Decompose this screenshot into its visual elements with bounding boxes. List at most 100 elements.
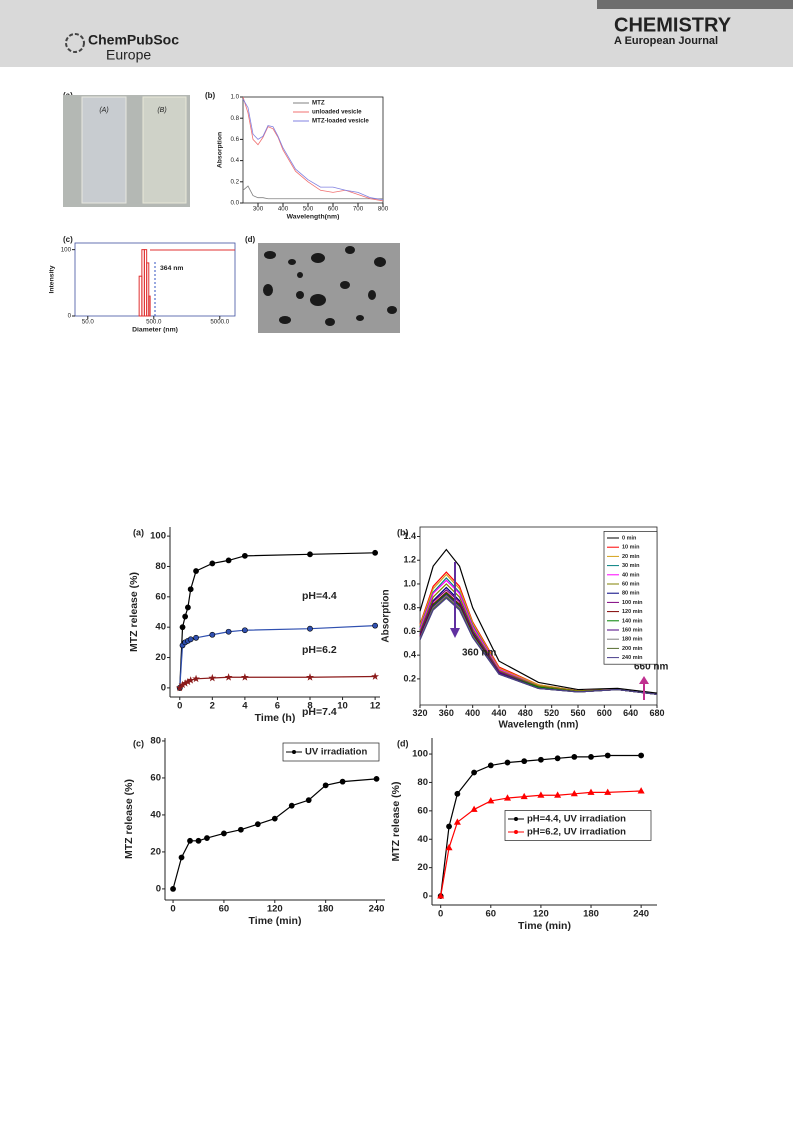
panel-label: (b): [397, 527, 409, 537]
data-line: [440, 790, 642, 897]
data-point: [306, 673, 314, 681]
data-point: [187, 636, 194, 643]
data-point: [638, 752, 645, 759]
legend-label: 30 min: [622, 563, 640, 569]
y-tick-label: 1.4: [403, 531, 416, 541]
x-tick-label: 50.0: [82, 318, 95, 325]
data-point: [307, 625, 313, 632]
data-point: [182, 613, 189, 620]
histogram-bar: [146, 262, 150, 317]
data-point: [241, 627, 248, 634]
x-tick-label: 60: [486, 909, 497, 920]
annotation: 360 nm: [462, 648, 496, 659]
annotation: pH=4.4: [302, 590, 337, 602]
y-tick-label: 0: [156, 883, 161, 894]
legend-frame: [603, 531, 658, 665]
x-axis-title: Time (min): [249, 915, 302, 927]
data-point: [437, 892, 445, 899]
x-tick-label: 300: [253, 205, 264, 212]
legend-label: 80 min: [622, 591, 640, 597]
y-tick-label: 40: [150, 809, 161, 820]
x-tick-label: 320: [412, 708, 427, 718]
y-axis-title: MTZ release (%): [128, 572, 140, 652]
y-tick-label: 0.8: [403, 602, 416, 612]
data-point: [305, 797, 312, 804]
header-tab: [597, 0, 793, 9]
data-point: [224, 673, 233, 681]
data-point: [372, 622, 379, 629]
panel-label: (d): [245, 235, 256, 244]
panel-label: (d): [397, 738, 409, 748]
x-tick-label: 4: [242, 701, 248, 712]
data-point: [208, 673, 217, 682]
x-tick-label: 240: [369, 904, 385, 915]
y-tick-label: 20: [155, 652, 166, 663]
y-tick-label: 100: [150, 531, 166, 542]
cuvette: [142, 96, 187, 204]
x-tick-label: 0: [438, 909, 443, 920]
journal-name: CHEMISTRY: [614, 14, 732, 36]
y-tick-label: 1.0: [403, 578, 416, 588]
data-point: [187, 586, 194, 593]
tem-particle: [264, 251, 276, 259]
x-tick-label: 560: [570, 708, 585, 718]
tem-particle: [325, 318, 335, 326]
data-point: [554, 755, 561, 762]
y-tick-label: 100: [412, 749, 428, 760]
data-point: [185, 604, 191, 611]
y-tick-label: 20: [150, 846, 161, 857]
y-tick-label: 1.0: [230, 94, 239, 101]
data-point: [371, 672, 380, 680]
arrow-head: [639, 676, 649, 684]
data-point: [372, 549, 379, 556]
legend-label: 60 min: [622, 581, 640, 587]
y-tick-label: 60: [150, 772, 161, 783]
legend-label: 40 min: [622, 572, 640, 578]
data-point: [504, 759, 511, 766]
data-point: [175, 683, 184, 692]
x-tick-label: 60: [219, 904, 230, 915]
x-tick-label: 180: [318, 904, 334, 915]
data-point: [454, 790, 461, 797]
data-point: [521, 758, 528, 765]
x-tick-label: 6: [275, 701, 280, 712]
x-tick-label: 600: [328, 205, 339, 212]
data-point: [587, 788, 595, 795]
y-tick-label: 0: [423, 891, 428, 902]
data-line: [172, 778, 377, 890]
y-tick-label: 0.2: [403, 673, 416, 683]
tem-particle: [368, 290, 376, 300]
y-tick-label: 0.4: [403, 650, 416, 660]
legend-frame: [504, 810, 652, 841]
data-point: [445, 843, 453, 851]
data-point: [446, 823, 452, 830]
data-line: [242, 96, 384, 202]
x-tick-label: 800: [378, 205, 389, 212]
data-point: [588, 753, 594, 760]
data-line: [419, 548, 658, 694]
header-band: [0, 0, 793, 67]
legend-label: UV irradiation: [305, 747, 367, 758]
x-axis-title: Diameter (nm): [132, 326, 178, 333]
x-tick-label: 120: [267, 904, 283, 915]
legend-label: MTZ-loaded vesicle: [312, 118, 369, 125]
data-point: [373, 775, 380, 782]
data-point: [179, 624, 186, 631]
data-point: [471, 769, 477, 776]
data-point: [339, 778, 346, 785]
x-tick-label: 8: [307, 701, 312, 712]
legend-label: 200 min: [622, 646, 643, 652]
tem-particle: [279, 316, 291, 324]
x-tick-label: 5000.0: [210, 318, 229, 325]
annotation: pH=6.2: [302, 644, 337, 656]
data-point: [254, 821, 261, 828]
panel-label: (c): [133, 738, 144, 748]
y-tick-label: 60: [155, 591, 166, 602]
tem-particle: [310, 294, 326, 306]
data-point: [240, 673, 249, 681]
tem-particle: [311, 253, 325, 263]
data-point: [604, 752, 611, 759]
y-tick-label: 80: [155, 561, 166, 572]
